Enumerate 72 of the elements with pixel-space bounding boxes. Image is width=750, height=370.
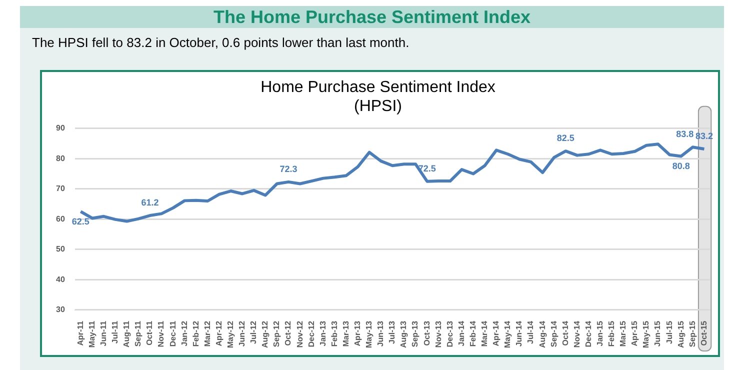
data-label: 83.2 [695,130,713,141]
x-tick-label: Feb-12 [191,320,200,347]
x-tick-label: Dec-11 [168,320,178,347]
x-tick-label: Jan-15 [596,320,605,346]
text: The Home Purchase Sentiment Index [20,6,724,28]
x-tick-label: May-13 [364,320,374,348]
x-tick-label: Aug-15 [676,320,686,348]
x-tick-label: Jul-12 [249,320,258,344]
x-tick-label: Nov-12 [295,320,304,348]
x-tick-label: Aug-13 [399,320,408,348]
x-tick-label: Feb-14 [468,320,478,347]
x-tick-label: Jun-15 [653,320,662,347]
x-tick-label: Apr-11 [76,320,85,346]
x-tick-label: Feb-13 [330,320,339,347]
data-label: 83.8 [676,129,694,140]
x-tick-label: Mar-12 [202,320,212,347]
y-tick-label: 40 [56,274,66,284]
x-tick-label: Mar-15 [618,320,628,347]
x-tick-label: May-15 [642,320,651,348]
x-tick-label: May-11 [87,320,96,348]
x-tick-label: Apr-13 [353,320,362,346]
x-tick-label: Nov-13 [434,320,443,348]
x-tick-label: Jun-13 [376,320,386,347]
x-tick-label: Sep-12 [272,320,282,348]
x-tick-label: Mar-14 [480,320,490,347]
y-tick-label: 30 [56,305,66,314]
x-tick-label: Aug-11 [122,320,132,348]
x-tick-label: Jan-12 [180,320,189,346]
y-tick-label: 70 [56,184,66,194]
x-tick-label: Jul-15 [664,320,674,344]
data-label: 62.5 [72,216,90,227]
x-tick-label: Oct-11 [145,320,154,346]
x-tick-label: Nov-14 [572,320,582,348]
x-tick-label: Mar-13 [341,320,350,347]
x-tick-label: Sep-14 [549,320,558,348]
x-tick-label: Aug-12 [260,320,270,348]
y-tick-label: 50 [56,244,66,254]
x-tick-label: Oct-12 [284,320,293,346]
x-tick-label: Jul-11 [110,320,120,344]
x-tick-label: Jan-14 [456,320,466,346]
x-tick-label: Dec-14 [584,320,593,348]
x-tick-label: Jun-12 [238,320,247,347]
x-tick-label: Sep-11 [134,320,143,347]
y-tick-label: 60 [56,214,66,224]
x-tick-label: Oct-14 [560,320,570,346]
x-tick-label: Dec-12 [306,320,316,348]
x-tick-label: Apr-15 [630,320,640,346]
chart-title: Home Purchase Sentiment Index (HPSI) [260,79,496,116]
y-tick-label: 80 [56,154,66,163]
x-tick-label: Sep-15 [688,320,697,348]
x-tick-label: Jun-11 [98,320,108,346]
x-tick-label: Feb-15 [607,320,616,347]
x-tick-label: Oct-13 [422,320,432,346]
text: The HPSI fell to 83.2 in October, 0.6 points lower than last month. [32,35,410,50]
y-tick-label: 90 [56,124,66,133]
data-label: 72.3 [280,164,298,174]
x-tick-label: Jul-13 [388,320,397,344]
x-tick-label: Oct-15 [699,320,708,346]
x-tick-label: Sep-13 [410,320,420,348]
data-label: 61.2 [141,197,159,208]
x-tick-label: Nov-11 [156,320,166,348]
x-tick-label: Dec-13 [445,320,454,348]
data-label: 82.5 [556,133,574,144]
x-tick-label: May-12 [226,320,235,348]
x-tick-label: Jul-14 [526,320,536,344]
x-tick-label: Jun-14 [514,320,524,347]
x-tick-label: Apr-12 [214,320,224,346]
data-label: 80.8 [672,161,690,172]
x-tick-label: Jan-13 [318,320,328,346]
x-tick-label: Aug-14 [538,320,547,348]
x-tick-label: May-14 [503,320,512,348]
x-tick-label: Apr-14 [492,320,501,346]
